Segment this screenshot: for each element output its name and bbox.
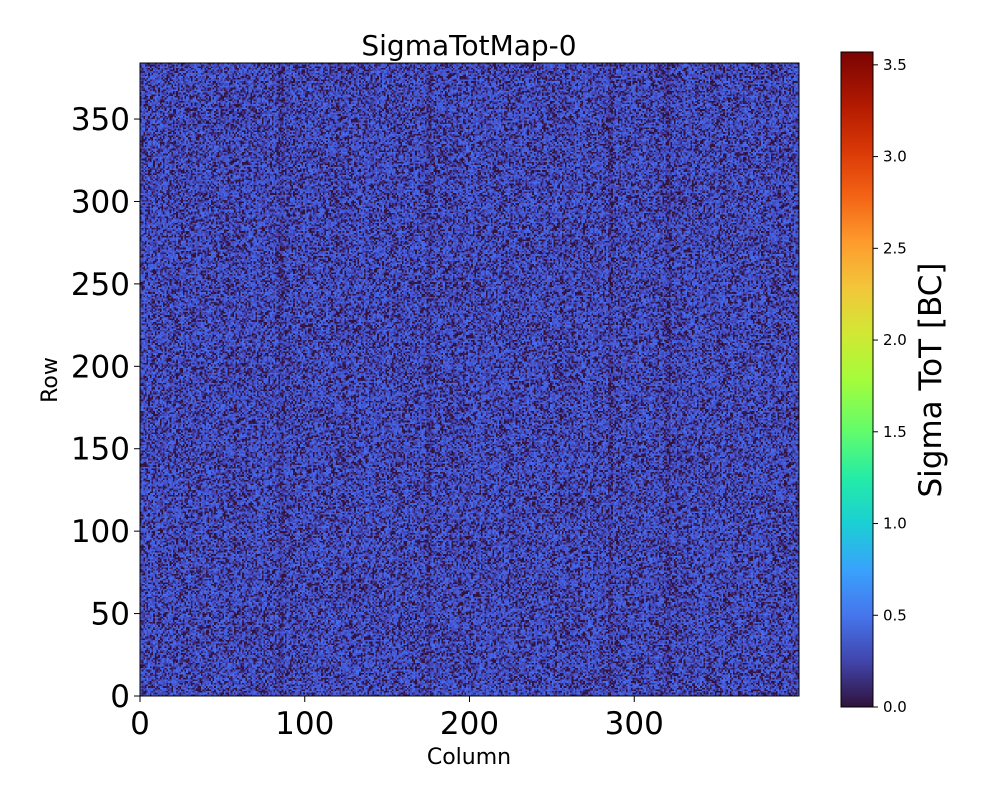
x-tick-label: 100	[275, 706, 334, 742]
y-tick-label: 250	[71, 267, 130, 303]
y-axis-ticks: 0 50 100 150 200 250 300 350	[71, 102, 140, 715]
heatmap-image	[140, 63, 799, 696]
y-tick-label: 50	[91, 597, 130, 633]
y-tick-label: 200	[71, 349, 130, 385]
colorbar-tick-label: 3.0	[883, 148, 907, 166]
y-tick-label: 300	[71, 184, 130, 220]
colorbar-tick-label: 2.5	[883, 239, 907, 257]
colorbar-tick-label: 1.0	[883, 515, 907, 533]
colorbar-tick-label: 2.0	[883, 331, 907, 349]
colorbar-tick-label: 0.0	[883, 698, 907, 716]
x-tick-label: 0	[130, 706, 150, 742]
y-tick-label: 0	[110, 679, 130, 715]
heatmap-plot-area	[139, 62, 800, 697]
x-tick-label: 200	[440, 706, 499, 742]
y-axis-label: Row	[38, 357, 63, 403]
colorbar-tick-label: 1.5	[883, 423, 907, 441]
colorbar-gradient	[840, 51, 874, 708]
chart-title: SigmaTotMap-0	[361, 29, 576, 62]
y-tick-label: 150	[71, 432, 130, 468]
y-tick-label: 100	[71, 514, 130, 550]
colorbar-label: Sigma ToT [BC]	[913, 263, 949, 498]
x-tick-label: 300	[605, 706, 664, 742]
x-axis-ticks: 0 100 200 300	[130, 696, 664, 742]
colorbar-tick-label: 0.5	[883, 606, 907, 624]
y-tick-label: 350	[71, 102, 130, 138]
colorbar-ticks: 0.0 0.5 1.0 1.5 2.0 2.5 3.0 3.5	[873, 56, 907, 716]
colorbar: 0.0 0.5 1.0 1.5 2.0 2.5 3.0 3.5 Sigma ToT [BC]	[840, 51, 949, 716]
colorbar-tick-label: 3.5	[883, 56, 907, 74]
x-axis-label: Column	[427, 745, 511, 770]
